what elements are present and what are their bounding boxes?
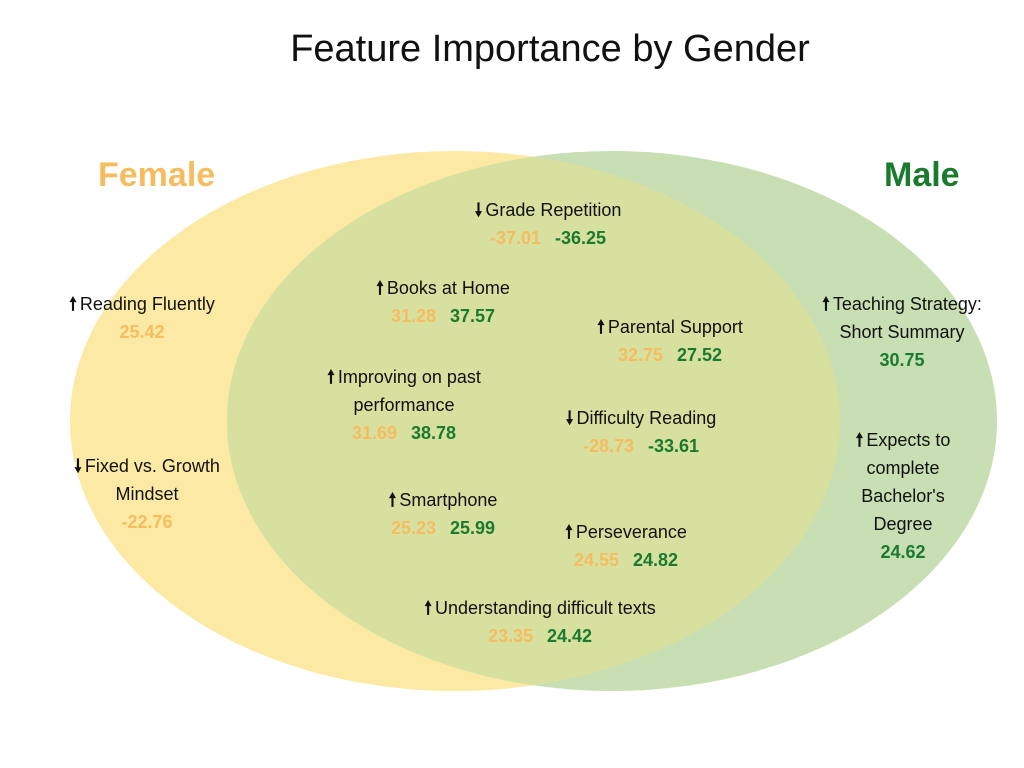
item-teaching-strategy: 🠕 Teaching Strategy: Short Summary 30.75 (822, 290, 982, 374)
male-value: -36.25 (554, 228, 607, 248)
female-value: -22.76 (121, 512, 173, 532)
diagram-title: Feature Importance by Gender (290, 28, 810, 70)
item-expects-bachelors-degree: 🠕 Expects to complete Bachelor's Degree 2… (856, 426, 951, 566)
item-perseverance: 🠕 Perseverance 24.55 24.82 (565, 518, 687, 574)
item-parental-support: 🠕 Parental Support 32.75 27.52 (597, 313, 743, 369)
female-value: 31.28 (390, 306, 436, 326)
item-label: Understanding difficult texts (434, 598, 656, 618)
female-value: 23.35 (487, 626, 533, 646)
male-value: -33.61 (647, 436, 700, 456)
item-label: Smartphone (399, 490, 498, 510)
item-label-line2: Short Summary (839, 322, 965, 342)
item-improving-past-performance: 🠕 Improving on past performance 31.69 38.7… (327, 363, 481, 447)
item-grade-repetition: 🠗 Grade Repetition -37.01 -36.25 (475, 196, 622, 252)
female-value: 24.55 (573, 550, 619, 570)
up-arrow-icon: 🠕 (376, 278, 384, 298)
up-arrow-icon: 🠕 (424, 598, 432, 618)
item-label: Difficulty Reading (576, 408, 717, 428)
down-arrow-icon: 🠗 (474, 200, 483, 220)
item-label-line2: Mindset (115, 484, 179, 504)
male-value: 25.99 (449, 518, 496, 538)
female-value: 25.42 (119, 322, 165, 342)
male-value: 27.52 (676, 345, 723, 365)
male-value: 38.78 (411, 423, 457, 443)
female-value: 32.75 (617, 345, 663, 365)
item-label-line2: complete (866, 458, 940, 478)
item-label: Expects to (866, 430, 951, 450)
down-arrow-icon: 🠗 (565, 408, 574, 428)
male-value: 24.82 (632, 550, 679, 570)
up-arrow-icon: 🠕 (69, 294, 77, 314)
male-value: 30.75 (879, 350, 925, 370)
item-label: Perseverance (575, 522, 687, 542)
up-arrow-icon: 🠕 (327, 367, 335, 387)
up-arrow-icon: 🠕 (822, 294, 830, 314)
female-value: 25.23 (390, 518, 436, 538)
up-arrow-icon: 🠕 (855, 430, 864, 450)
up-arrow-icon: 🠕 (597, 317, 605, 337)
item-understanding-difficult-texts: 🠕 Understanding difficult texts 23.35 24.4… (424, 594, 656, 650)
male-set-label: Male (884, 156, 960, 194)
up-arrow-icon: 🠕 (565, 522, 573, 542)
item-label: Books at Home (386, 278, 510, 298)
item-label-line2: performance (353, 395, 455, 415)
item-label-line4: Degree (873, 514, 933, 534)
item-difficulty-reading: 🠗 Difficulty Reading -28.73 -33.61 (566, 404, 716, 460)
item-label: Parental Support (607, 317, 743, 337)
down-arrow-icon: 🠗 (74, 456, 82, 476)
female-value: -37.01 (489, 228, 541, 248)
female-value: 31.69 (351, 423, 397, 443)
item-fixed-growth-mindset: 🠗 Fixed vs. Growth Mindset -22.76 (74, 452, 220, 536)
item-smartphone: 🠕 Smartphone 25.23 25.99 (389, 486, 498, 542)
item-label: Teaching Strategy: (832, 294, 982, 314)
item-label: Grade Repetition (485, 200, 622, 220)
female-value: -28.73 (582, 436, 634, 456)
item-books-at-home: 🠕 Books at Home 31.28 37.57 (376, 274, 510, 330)
item-reading-fluently: 🠕 Reading Fluently 25.42 (69, 290, 215, 346)
item-label: Fixed vs. Growth (84, 456, 220, 476)
up-arrow-icon: 🠕 (388, 490, 397, 510)
item-label: Reading Fluently (79, 294, 215, 314)
female-set-label: Female (98, 156, 216, 194)
item-label: Improving on past (337, 367, 481, 387)
item-label-line3: Bachelor's (861, 486, 945, 506)
male-value: 24.42 (547, 626, 593, 646)
male-value: 37.57 (449, 306, 496, 326)
male-value: 24.62 (880, 542, 926, 562)
